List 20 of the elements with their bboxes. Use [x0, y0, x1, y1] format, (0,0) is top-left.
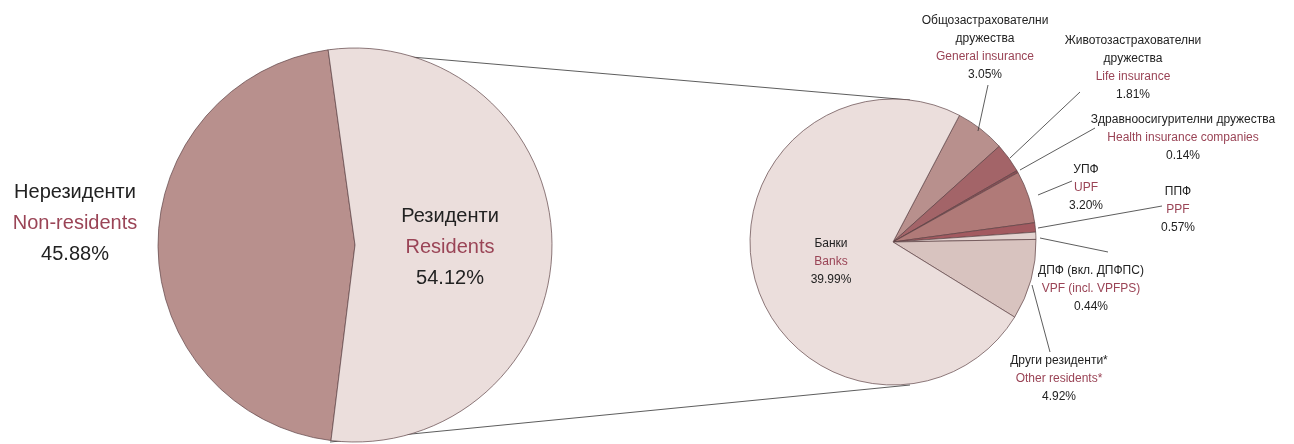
slice-label: Нерезиденти Non-residents: [12, 180, 138, 233]
slice-label: Общозастрахователни дружества General insurance: [921, 13, 1049, 63]
slice-label: Банки Banks: [814, 236, 848, 268]
data-label: 4.92%: [1041, 389, 1077, 403]
slice-label: Здравноосигурителни дружества Health insurance companies: [1090, 112, 1276, 144]
data-label: 3.20%: [1068, 198, 1104, 212]
data-label: 3.05%: [967, 67, 1003, 81]
slice-label: Резиденти Residents: [401, 204, 499, 257]
data-label: 0.57%: [1160, 220, 1196, 234]
data-label: 39.99%: [810, 272, 852, 286]
data-label: 0.14%: [1165, 148, 1201, 162]
data-label: 0.44%: [1073, 299, 1109, 313]
slice-label: Други резиденти* Other residents*: [1010, 353, 1109, 385]
data-label: 45.88%: [41, 242, 110, 264]
slice-label: Животозастрахователни дружества Life insurance: [1064, 33, 1202, 83]
slice-label: УПФ UPF: [1073, 162, 1099, 194]
slice-label: ДПФ (вкл. ДПФПС) VPF (incl. VPFPS): [1038, 263, 1144, 295]
data-label: 1.81%: [1115, 87, 1151, 101]
slice-label: ППФ PPF: [1164, 184, 1192, 216]
data-label: 54.12%: [416, 266, 485, 288]
